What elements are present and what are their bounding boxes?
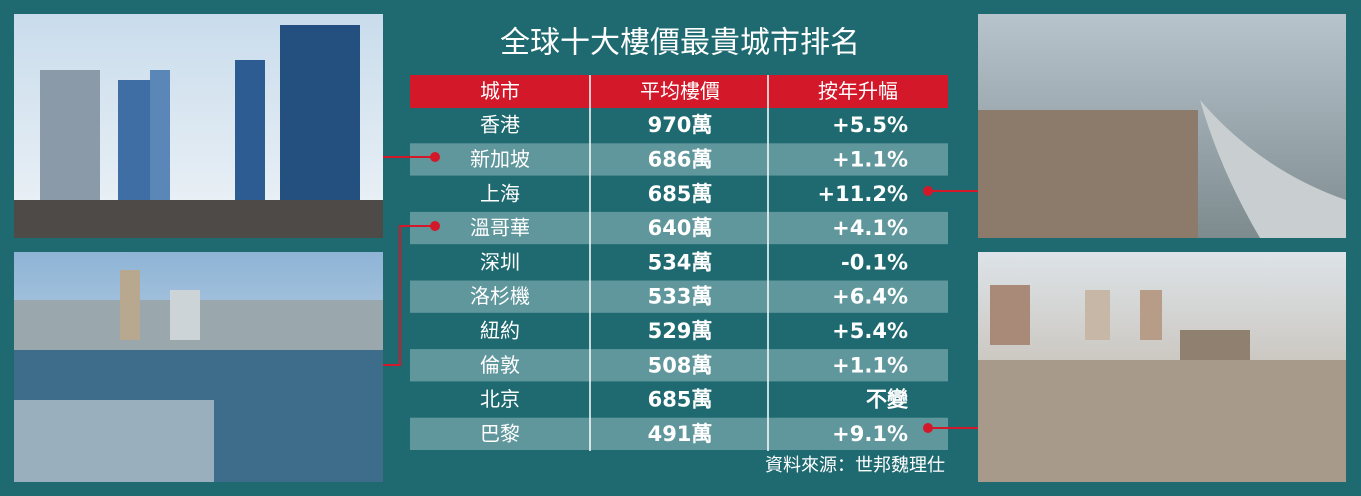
change-cell: +5.4%: [832, 319, 908, 343]
price-cell: 685萬: [648, 388, 713, 412]
price-cell: 533萬: [648, 285, 713, 309]
header-row: [410, 75, 948, 108]
city-cell: 紐約: [480, 318, 520, 342]
change-cell: +4.1%: [832, 216, 908, 240]
row-stripe: [410, 211, 948, 245]
photo-paris: [978, 252, 1346, 482]
city-cell: 香港: [480, 113, 520, 137]
connector-dots: [430, 152, 933, 433]
change-cell: +6.4%: [832, 285, 908, 309]
change-cell: +11.2%: [818, 182, 908, 206]
change-cell: +1.1%: [832, 147, 908, 171]
header-cell: 按年升幅: [818, 79, 898, 103]
city-cell: 巴黎: [480, 421, 520, 445]
row-stripe: [410, 143, 948, 176]
connectors: [383, 156, 978, 429]
city-cell: 洛杉機: [470, 284, 530, 308]
source: 資料來源：世邦魏理仕: [765, 455, 945, 476]
city-cell: 倫敦: [480, 353, 520, 377]
price-cell: 685萬: [648, 182, 713, 206]
photo-shanghai: [978, 14, 1346, 238]
price-cell: 640萬: [648, 216, 713, 240]
city-cell: 新加坡: [470, 147, 530, 171]
price-cell: 534萬: [648, 250, 713, 274]
change-cell: -0.1%: [841, 250, 908, 274]
change-cell: +1.1%: [832, 353, 908, 377]
photo-singapore: [14, 14, 383, 238]
city-cell: 北京: [480, 387, 520, 411]
city-cell: 上海: [480, 181, 520, 205]
price-cell: 970萬: [648, 113, 713, 137]
header-cell: 城市: [480, 79, 520, 103]
row-stripe: [410, 280, 948, 313]
row-stripe: [410, 417, 948, 450]
change-cell: 不變: [866, 388, 909, 412]
title: 全球十大樓價最貴城市排名: [500, 26, 860, 61]
change-cell: +9.1%: [832, 422, 908, 446]
city-cell: 溫哥華: [470, 216, 530, 240]
price-cell: 491萬: [648, 422, 713, 446]
price-cell: 529萬: [648, 319, 713, 343]
header-cell: 平均樓價: [640, 79, 720, 103]
city-cell: 深圳: [480, 250, 520, 274]
price-cell: 508萬: [648, 353, 713, 377]
change-cell: +5.5%: [832, 113, 908, 137]
price-cell: 686萬: [648, 147, 713, 171]
row-stripe: [410, 349, 948, 382]
photo-vancouver: [14, 252, 383, 482]
